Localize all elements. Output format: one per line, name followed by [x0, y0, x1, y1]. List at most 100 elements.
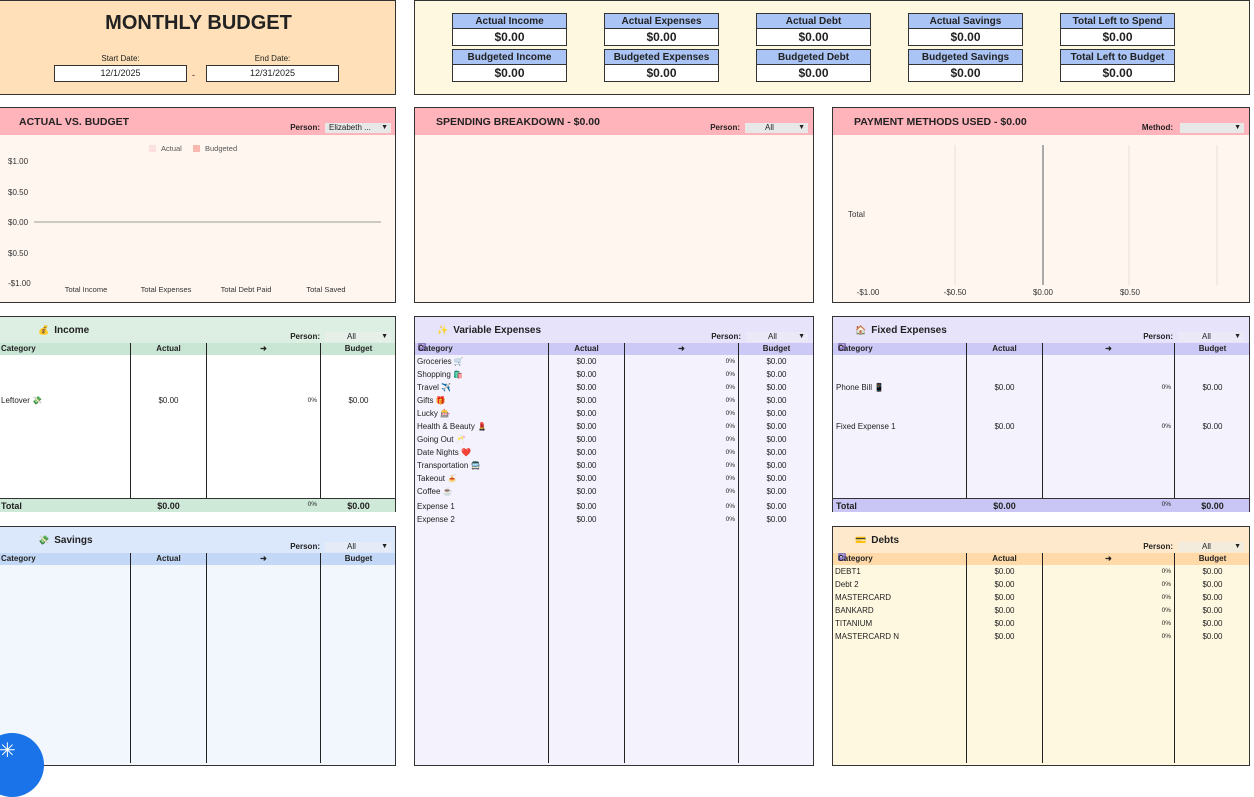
income-row-actual: $0.00	[158, 396, 179, 405]
debts-row-budget: $0.00	[1202, 593, 1223, 602]
fixed-total-row: Total $0.00 0% $0.00	[833, 498, 1249, 512]
debts-row-category: DEBT1	[835, 567, 861, 576]
variable-row-category: Transportation 🚍	[417, 461, 481, 470]
summary-box: Actual Debt $0.00	[756, 13, 871, 46]
debts-row-actual: $0.00	[994, 593, 1015, 602]
debts-row-pct: 0%	[1161, 581, 1171, 588]
fixed-person-select[interactable]: All ▼	[1178, 332, 1244, 342]
variable-row-category: Takeout 🍝	[417, 474, 458, 483]
summary-box: Budgeted Debt $0.00	[756, 49, 871, 82]
income-total-label: Total	[1, 501, 22, 511]
x-category-label: Total Income	[65, 285, 108, 294]
income-panel: 💰 Income Person: All ▼ Category Actual ➜ B…	[0, 316, 396, 512]
variable-row-budget: $0.00	[766, 474, 787, 483]
debts-person-select[interactable]: All ▼	[1178, 542, 1244, 552]
col-divider	[130, 553, 131, 763]
fixed-row-budget: $0.00	[1202, 383, 1223, 392]
debts-row-pct: 0%	[1161, 620, 1171, 627]
end-date-field[interactable]: 12/31/2025	[206, 65, 339, 82]
sparkle-icon: ✳	[0, 740, 16, 762]
checkbox-icon[interactable]: ✓	[418, 343, 426, 351]
checkbox-icon[interactable]: ✓	[838, 343, 846, 351]
income-total-pct: 0%	[307, 501, 317, 508]
summary-value: $0.00	[646, 66, 677, 80]
income-total-actual: $0.00	[157, 501, 180, 511]
variable-row-category: Going Out 🥂	[417, 435, 466, 444]
checkbox-icon[interactable]: ✓	[838, 553, 846, 561]
variable-row-actual: $0.00	[576, 502, 597, 511]
summary-label: Total Left to Spend	[1061, 14, 1174, 29]
variable-row-budget: $0.00	[766, 461, 787, 470]
house-icon: 🏠	[855, 324, 867, 335]
variable-row-budget: $0.00	[766, 515, 787, 524]
debts-row-pct: 0%	[1161, 594, 1171, 601]
col-budget: Budget	[344, 554, 373, 563]
variable-row-pct: 0%	[725, 397, 735, 404]
debts-row-actual: $0.00	[994, 567, 1015, 576]
variable-title: Variable Expenses	[453, 324, 542, 336]
x-tick-label: -$1.00	[857, 288, 880, 297]
income-total-row: Total $0.00 0% $0.00	[0, 498, 395, 512]
fixed-column-header: ✓ Category Actual ➜ Budget	[833, 343, 1249, 355]
avb-chart: Actual Budgeted $1.00 $0.50 $0.00 $0.50 …	[8, 144, 381, 294]
savings-person-value: All	[347, 542, 356, 551]
variable-row-budget: $0.00	[766, 383, 787, 392]
income-row-category: Leftover 💸	[1, 396, 43, 405]
pay-method-select[interactable]: ▼	[1180, 123, 1244, 133]
pay-method-label: Method:	[1141, 123, 1173, 132]
x-tick-label: -$0.50	[944, 288, 967, 297]
variable-row-actual: $0.00	[576, 422, 597, 431]
summary-value: $0.00	[798, 66, 829, 80]
summary-label: Budgeted Debt	[757, 50, 870, 65]
col-divider	[738, 343, 739, 763]
income-person-label: Person:	[290, 332, 320, 341]
variable-row-pct: 0%	[725, 503, 735, 510]
debts-row-budget: $0.00	[1202, 632, 1223, 641]
income-person-select[interactable]: All ▼	[325, 332, 391, 342]
fixed-row-pct: 0%	[1161, 423, 1171, 430]
variable-row-pct: 0%	[725, 436, 735, 443]
col-divider	[548, 343, 549, 763]
avb-person-select[interactable]: Elizabeth ... ▼	[325, 123, 391, 133]
start-date-field[interactable]: 12/1/2025	[54, 65, 187, 82]
summary-label: Actual Savings	[909, 14, 1022, 29]
income-row-pct: 0%	[307, 397, 317, 404]
row-label: Total	[848, 210, 865, 219]
col-divider	[1042, 343, 1043, 498]
summary-value: $0.00	[494, 66, 525, 80]
col-divider	[1042, 553, 1043, 763]
date-separator: -	[192, 70, 195, 80]
page-title: MONTHLY BUDGET	[105, 12, 292, 34]
col-category-label: Category	[838, 554, 873, 563]
legend-budgeted-label: Budgeted	[205, 144, 237, 153]
col-divider	[320, 343, 321, 498]
x-tick-label: $0.00	[1033, 288, 1054, 297]
col-actual: Actual	[992, 554, 1017, 563]
col-divider	[320, 553, 321, 763]
sparkles-icon: ✨	[437, 324, 449, 335]
title-panel: MONTHLY BUDGET Start Date: 12/1/2025 - E…	[0, 0, 396, 95]
summary-value: $0.00	[494, 30, 525, 44]
summary-value: $0.00	[646, 30, 677, 44]
money-wings-icon: 💸	[38, 534, 50, 545]
variable-row-actual: $0.00	[576, 474, 597, 483]
variable-row-category: Shopping 🛍️	[417, 370, 463, 379]
fixed-total-actual: $0.00	[993, 501, 1016, 511]
x-category-label: Total Saved	[306, 285, 345, 294]
variable-person-label: Person:	[711, 332, 741, 341]
summary-value: $0.00	[950, 66, 981, 80]
debts-row-budget: $0.00	[1202, 619, 1223, 628]
income-total-budget: $0.00	[347, 501, 370, 511]
legend-actual-swatch	[149, 145, 156, 152]
savings-person-select[interactable]: All ▼	[325, 542, 391, 552]
variable-row-pct: 0%	[725, 449, 735, 456]
variable-row-pct: 0%	[725, 410, 735, 417]
pay-header: PAYMENT METHODS USED - $0.00	[833, 108, 1249, 135]
variable-row-actual: $0.00	[576, 396, 597, 405]
variable-row-budget: $0.00	[766, 409, 787, 418]
col-arrow: ➜	[260, 554, 267, 563]
col-category: Category	[1, 344, 36, 353]
summary-label: Total Left to Budget	[1061, 50, 1174, 65]
variable-person-select[interactable]: All ▼	[746, 332, 808, 342]
spend-person-select[interactable]: All ▼	[745, 123, 808, 133]
